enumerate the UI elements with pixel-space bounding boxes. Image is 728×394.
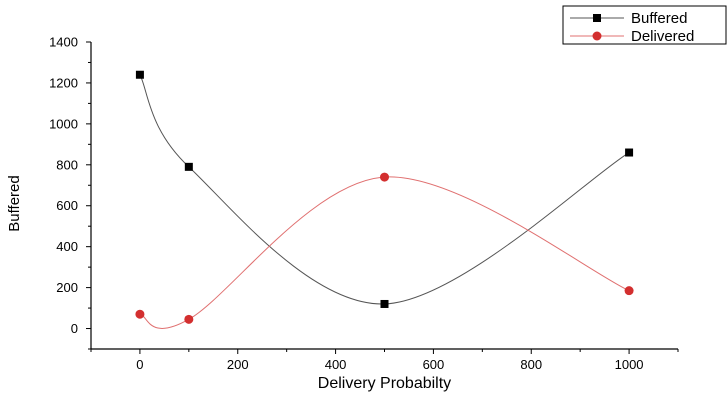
legend-label-buffered: Buffered	[631, 10, 687, 27]
legend-marker-buffered	[593, 14, 601, 22]
series-layer	[135, 70, 634, 329]
y-tick-label: 200	[56, 280, 78, 295]
data-point-delivered	[624, 286, 634, 296]
y-tick-label: 800	[56, 157, 78, 172]
x-tick-label: 400	[325, 357, 347, 372]
series-line-buffered	[139, 74, 630, 305]
legend-label-delivered: Delivered	[631, 28, 694, 45]
data-point-buffered	[184, 162, 193, 171]
data-point-buffered	[625, 148, 634, 157]
y-tick-label: 0	[71, 321, 78, 336]
x-tick-label: 800	[520, 357, 542, 372]
data-point-delivered	[380, 172, 389, 182]
data-point-buffered	[135, 70, 144, 79]
series-line-delivered	[139, 176, 630, 329]
y-tick-label: 400	[56, 239, 78, 254]
axes: 0 200 400 600 800 1000 0 200 400 600 800 1000 1200 14…	[49, 35, 679, 372]
x-tick-label: 0	[136, 357, 143, 372]
y-tick-label: 1000	[49, 116, 78, 131]
y-axis-title: Buffered	[6, 175, 23, 231]
y-tick-label: 600	[56, 198, 78, 213]
x-tick-label: 200	[227, 357, 249, 372]
x-tick-label: 600	[423, 357, 445, 372]
x-tick-label: 1000	[615, 357, 644, 372]
data-point-delivered	[184, 314, 194, 324]
data-point-buffered	[380, 299, 389, 308]
y-tick-label: 1400	[49, 35, 78, 50]
y-tick-label: 1200	[49, 75, 78, 90]
x-axis-title: Delivery Probabilty	[318, 375, 451, 392]
legend-box	[562, 5, 727, 45]
data-point-delivered	[135, 309, 145, 319]
legend-marker-delivered	[592, 31, 602, 41]
